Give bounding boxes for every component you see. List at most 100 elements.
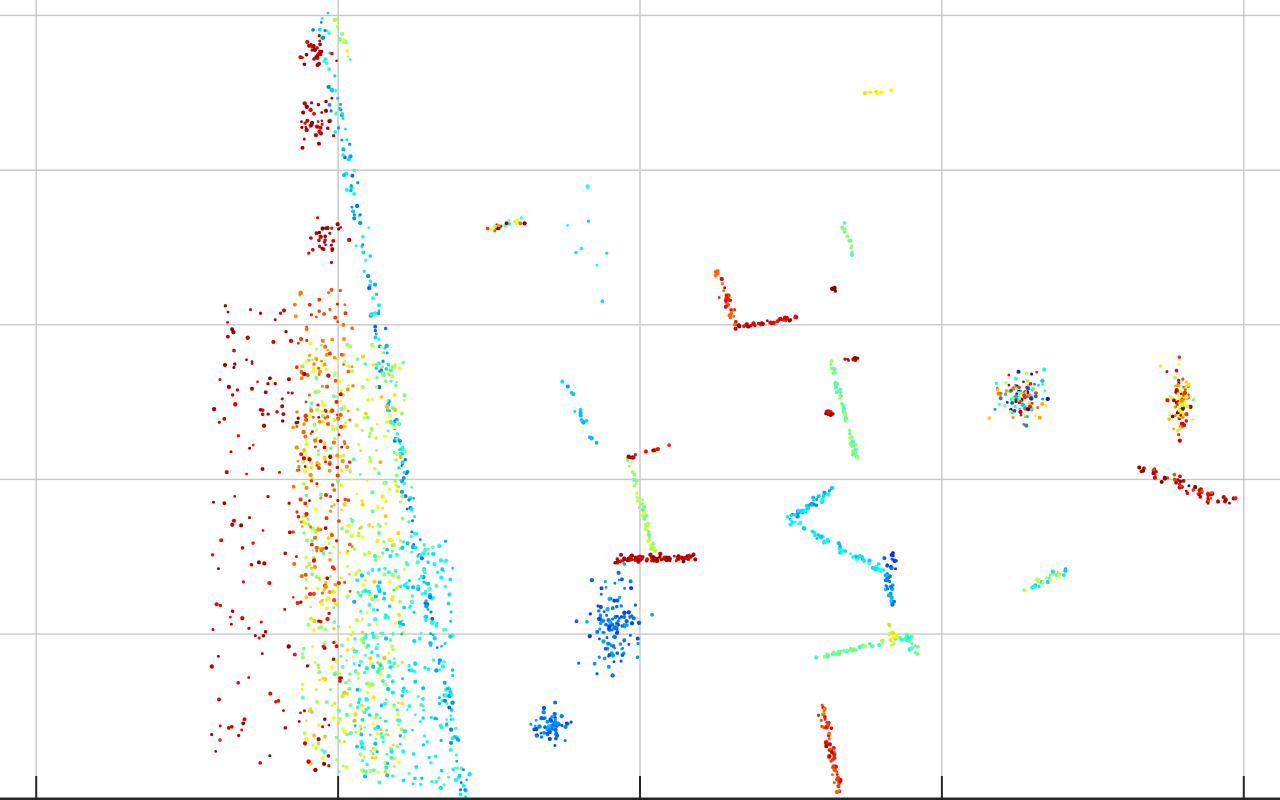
point [292,561,297,566]
point [414,765,419,769]
point [380,631,385,636]
point [449,619,453,623]
point [610,653,616,658]
point [377,554,381,558]
point [306,759,311,764]
point [375,385,379,389]
point [317,297,322,302]
point [366,706,371,710]
point [290,391,294,395]
point [295,410,299,414]
point [1196,492,1200,496]
point [350,205,354,209]
point [1033,394,1038,399]
point [622,615,627,619]
point [373,558,378,563]
point [345,594,350,599]
point [366,415,370,420]
point [876,567,881,572]
point [327,764,331,768]
point [598,604,603,610]
point [249,563,254,567]
point [625,557,630,563]
point [401,689,405,693]
point [347,460,352,464]
point [431,551,436,557]
point [341,453,346,458]
point [830,750,834,755]
point [327,351,332,356]
point [841,226,845,230]
point [585,184,590,189]
point [359,768,364,772]
point [788,522,793,527]
point [607,596,612,602]
point [672,554,676,558]
point [369,279,373,283]
point [260,408,265,412]
point [376,598,380,602]
point [302,448,307,453]
point [287,501,291,505]
point [420,697,425,701]
point [422,543,426,547]
point [336,320,340,324]
point [377,780,382,785]
point [263,390,268,395]
point [1191,417,1194,421]
point [594,440,599,445]
point [442,783,446,787]
point [250,362,254,365]
point [341,147,346,152]
point [513,219,517,223]
point [309,236,313,240]
point [1137,465,1142,470]
point [310,538,314,543]
point [390,572,395,578]
point [345,49,349,53]
point [384,343,389,349]
point [422,708,425,712]
point [346,409,350,413]
point [341,117,345,120]
point [329,495,333,498]
point [337,519,341,523]
point [360,502,365,507]
point [335,17,340,22]
point [647,530,651,534]
point [1024,588,1028,592]
point [332,672,337,677]
point [354,618,359,623]
point [392,425,397,430]
point [330,226,334,230]
point [292,652,297,657]
point [448,689,453,694]
point [323,28,327,33]
point [1016,369,1021,374]
point [1041,580,1045,584]
point [340,508,344,512]
point [382,655,387,661]
point [316,216,320,220]
point [445,723,449,727]
point [398,599,402,604]
point [260,652,264,655]
point [348,672,352,676]
cluster-ground-band-cyan [352,539,455,791]
point [395,452,399,457]
point [355,357,360,361]
point [373,726,378,731]
point [1177,355,1181,359]
point [349,517,353,521]
point [1176,383,1180,387]
point [413,776,417,781]
point [303,121,307,125]
point [262,561,267,566]
point [539,716,544,721]
point [602,656,607,661]
point [400,701,405,706]
point [652,558,657,563]
point [826,492,831,497]
point [345,445,350,450]
point [321,35,326,40]
